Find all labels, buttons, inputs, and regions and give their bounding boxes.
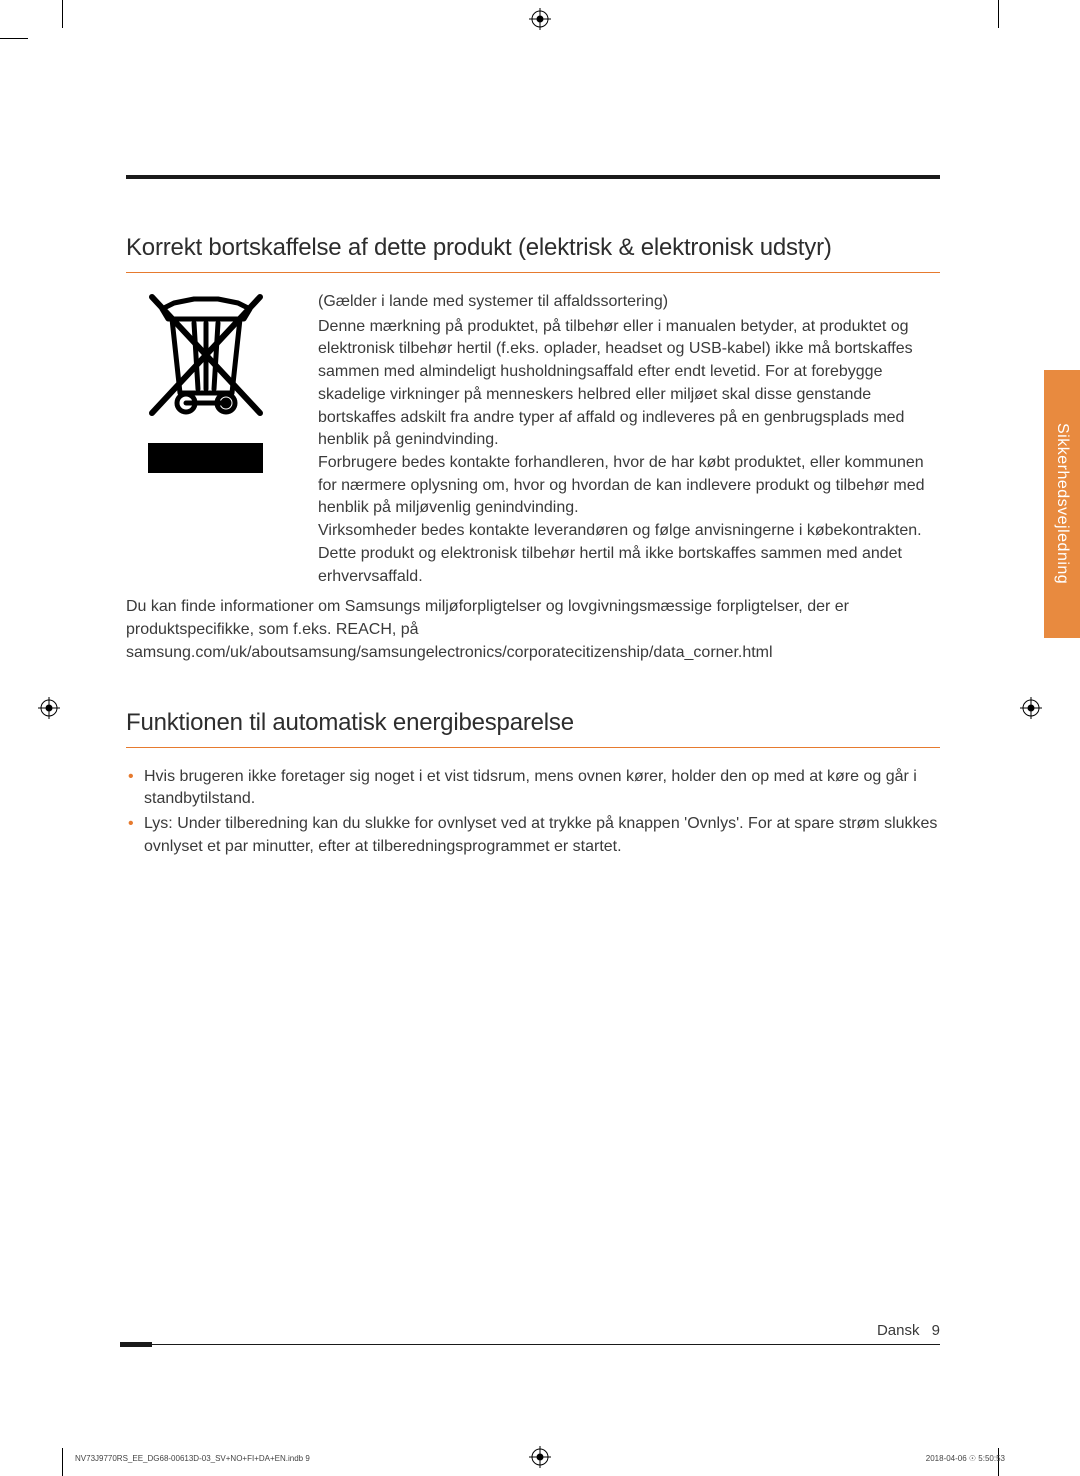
registration-mark-icon <box>529 1446 551 1468</box>
section1-text: (Gælder i lande med systemer til affalds… <box>318 291 940 588</box>
registration-mark-icon <box>38 697 60 719</box>
bullet-item: Lys: Under tilberedning kan du slukke fo… <box>126 813 940 858</box>
footer-page-number: 9 <box>932 1322 940 1339</box>
crop-mark <box>62 1448 63 1476</box>
top-rule <box>126 175 940 179</box>
section2-bullets: Hvis brugeren ikke foretager sig noget i… <box>126 766 940 859</box>
weee-symbol-column <box>126 291 296 588</box>
registration-mark-icon <box>529 8 551 30</box>
bullet-item: Hvis brugeren ikke foretager sig noget i… <box>126 766 940 811</box>
weee-underline-bar <box>148 443 263 473</box>
registration-mark-icon <box>1020 697 1042 719</box>
section-tab-label: Sikkerhedsvejledning <box>1053 423 1071 584</box>
footer-rule <box>126 1344 940 1345</box>
manual-page: Sikkerhedsvejledning Korrekt bortskaffel… <box>0 0 1080 1476</box>
crop-mark <box>0 38 28 39</box>
section1-body: Denne mærkning på produktet, på tilbehør… <box>318 316 940 589</box>
footer-language-label: Dansk <box>877 1322 920 1339</box>
imprint-filename: NV73J9770RS_EE_DG68-00613D-03_SV+NO+FI+D… <box>75 1454 310 1463</box>
imprint-timestamp: 2018-04-06 ☉ 5:50:53 <box>926 1454 1005 1463</box>
section1-title: Korrekt bortskaffelse af dette produkt (… <box>126 234 940 273</box>
crop-mark <box>998 0 999 28</box>
section2-title: Funktionen til automatisk energibesparel… <box>126 709 940 748</box>
weee-bin-icon <box>126 291 286 421</box>
section1-fullwidth: Du kan finde informationer om Samsungs m… <box>126 596 940 664</box>
disposal-block: (Gælder i lande med systemer til affalds… <box>126 291 940 588</box>
crop-mark <box>62 0 63 28</box>
section1-subtitle: (Gælder i lande med systemer til affalds… <box>318 291 940 314</box>
footer-language: Dansk 9 <box>877 1322 940 1339</box>
section-tab: Sikkerhedsvejledning <box>1044 370 1080 638</box>
content-area: Korrekt bortskaffelse af dette produkt (… <box>126 175 940 860</box>
